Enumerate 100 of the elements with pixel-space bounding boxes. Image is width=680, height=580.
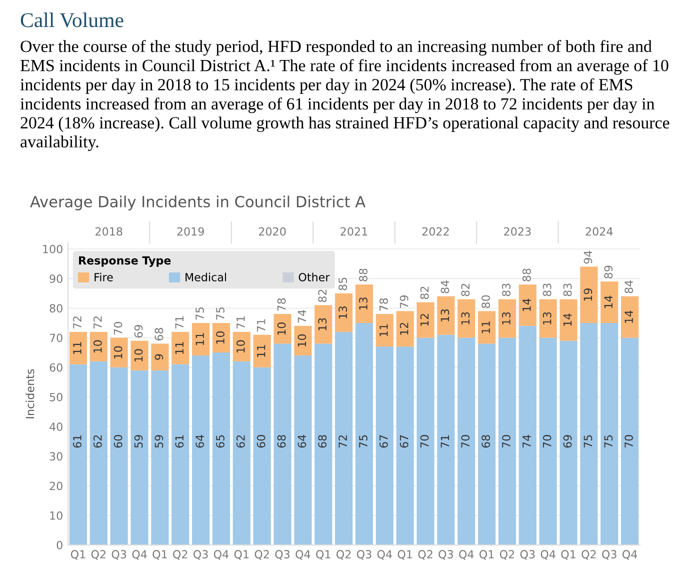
text: 2018	[96, 227, 122, 236]
data-label: 13	[359, 298, 368, 310]
data-label: 11	[482, 321, 490, 334]
data-label: 9	[154, 354, 164, 360]
total-label: 82	[318, 290, 327, 302]
bar	[151, 344, 169, 370]
data-label: 13	[440, 309, 450, 322]
bar	[376, 346, 394, 545]
data-label: 67	[400, 435, 408, 448]
bar	[212, 352, 230, 545]
total-label: 72	[93, 316, 102, 329]
data-label: 10	[114, 346, 122, 358]
total-label: 69	[134, 324, 143, 338]
bar	[212, 322, 230, 353]
y-tick-label: 10	[50, 511, 62, 520]
bar	[600, 322, 618, 545]
total-label: 71	[175, 316, 184, 329]
data-label: 13	[542, 312, 552, 324]
total-label: 71	[257, 319, 266, 332]
legend-label: Fire	[94, 272, 113, 282]
bar	[192, 356, 210, 545]
y-tick-label: 20	[50, 482, 62, 490]
x-tick-label: Q3	[112, 550, 126, 560]
bar	[560, 299, 578, 341]
total-label: 79	[400, 295, 408, 308]
data-label: 75	[584, 435, 592, 448]
total-label: 74	[298, 310, 306, 323]
data-label: 11	[196, 333, 204, 346]
y-tick-label: 30	[50, 452, 62, 461]
bar	[498, 299, 516, 338]
bar	[130, 340, 148, 370]
bar	[232, 332, 250, 362]
data-label: 61	[175, 435, 184, 448]
bar	[355, 322, 373, 545]
data-label: 70	[542, 435, 552, 448]
bar	[458, 338, 476, 545]
bar	[69, 332, 87, 364]
x-tick-label: Q4	[214, 550, 228, 560]
text: 2020	[258, 227, 286, 236]
bar	[110, 338, 128, 368]
data-label: 67	[379, 435, 388, 448]
bar	[621, 338, 639, 545]
data-label: 70	[461, 435, 470, 448]
data-label: 10	[134, 349, 143, 362]
bar	[560, 340, 578, 545]
data-label: 19	[584, 288, 592, 301]
text: 2021	[340, 227, 368, 236]
y-axis-title: Incidents	[26, 369, 34, 418]
y-tick-label: 80	[50, 304, 62, 313]
bar	[396, 311, 414, 347]
chart-title: Average Daily Incidents in Council District A	[30, 196, 366, 210]
x-tick-label: Q2	[582, 550, 596, 560]
data-label: 70	[624, 435, 634, 448]
x-tick-label: Q2	[173, 550, 188, 560]
bar	[253, 367, 271, 545]
text: 2023	[504, 227, 531, 236]
y-tick-label: 90	[50, 274, 62, 283]
data-label: 13	[461, 312, 470, 324]
x-tick-label: Q4	[622, 550, 638, 560]
data-label: 59	[134, 435, 143, 448]
total-label: 88	[359, 268, 368, 282]
y-tick-label: 0	[56, 540, 62, 550]
bar	[151, 370, 169, 545]
x-tick-label: Q2	[254, 550, 269, 560]
x-tick-label: Q3	[602, 550, 616, 560]
data-label: 13	[502, 312, 510, 324]
legend-title: Response Type	[79, 256, 171, 267]
bar	[478, 311, 496, 344]
y-tick-label: 60	[50, 363, 62, 372]
bar	[539, 299, 557, 338]
bar	[274, 314, 292, 344]
bar	[90, 361, 108, 545]
bar	[355, 284, 373, 323]
data-label: 11	[380, 324, 388, 336]
x-tick-label: Q4	[540, 550, 556, 560]
bar	[253, 334, 271, 368]
total-label: 85	[338, 278, 348, 290]
bar	[416, 338, 434, 545]
bar	[498, 338, 516, 545]
data-label: 11	[175, 342, 184, 354]
data-label: 69	[563, 435, 572, 448]
bar	[518, 326, 536, 545]
bar	[437, 334, 455, 545]
y-tick-label: 40	[50, 422, 62, 431]
total-label: 83	[563, 284, 572, 296]
total-label: 72	[73, 316, 82, 329]
data-label: 68	[482, 435, 490, 448]
total-label: 84	[440, 280, 450, 294]
bar	[478, 344, 496, 545]
total-label: 84	[624, 280, 634, 294]
text: Call Volume	[20, 12, 124, 28]
total-label: 78	[379, 298, 388, 311]
bar	[396, 346, 414, 545]
data-label: 70	[420, 435, 429, 448]
total-label: 88	[522, 268, 531, 282]
y-tick-label: 50	[50, 392, 62, 402]
data-label: 14	[522, 298, 531, 312]
total-label: 80	[482, 295, 490, 308]
x-tick-label: Q4	[296, 550, 310, 560]
text: Over the course of the study period, HFD responded to an increasing number of both fire and EMS incidents in Council District A.¹ The rate of fire incidents increased from an average of 10 incidents per day in 2018 to 15 incidents per day in 2024 (50% increase). The rate of EMS incidents increased from an average of 61 incidents per day in 2018 to 72 incidents per day in 2024 (18% increase). Call volume growth has strained HFD’s operational capacity and resource availability.	[20, 40, 670, 151]
